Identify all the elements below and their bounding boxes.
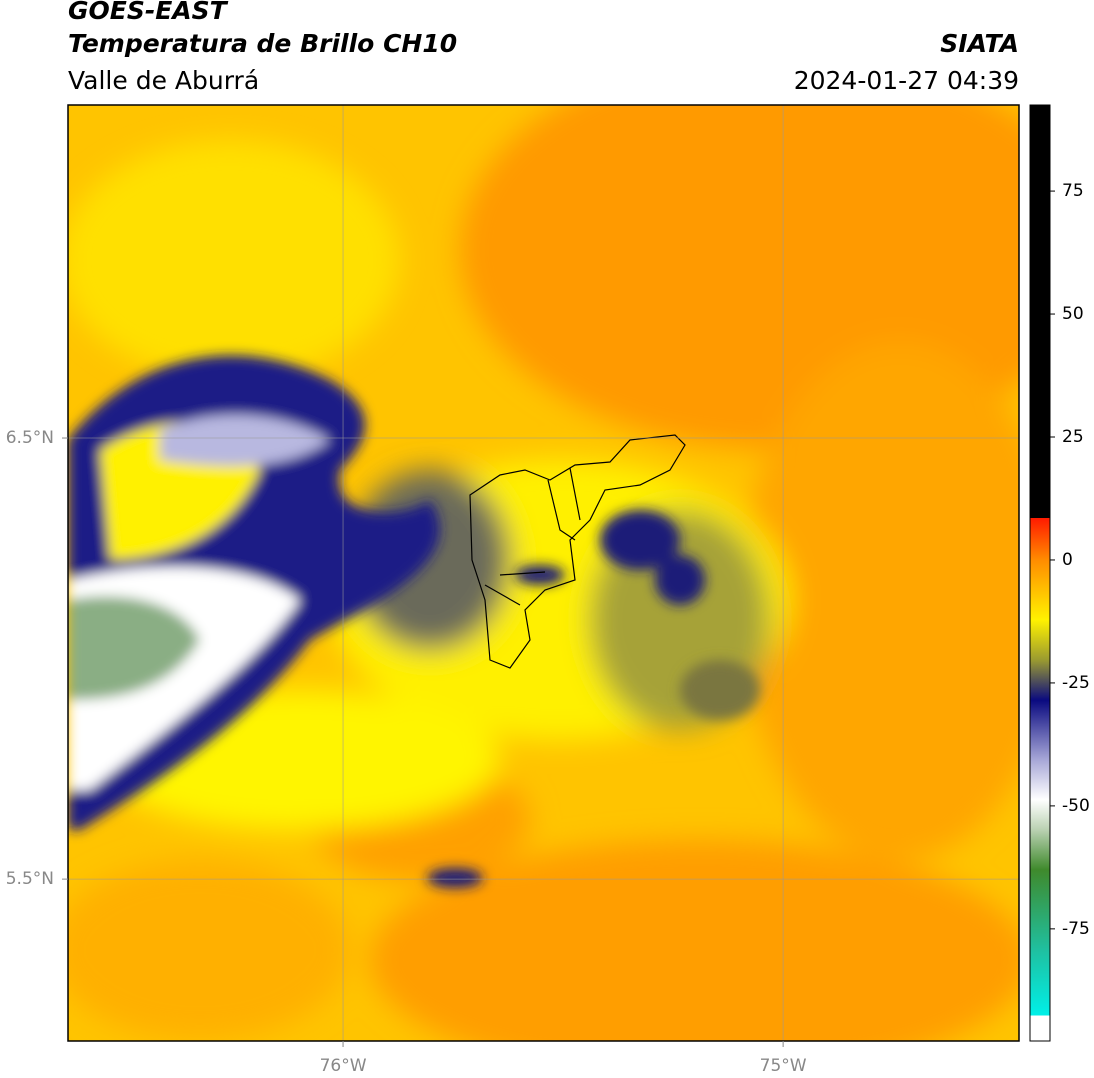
y-tick-label: 6.5°N: [6, 428, 54, 448]
colorbar-tick-label: -50: [1062, 796, 1090, 816]
satellite-image: [68, 105, 1019, 1041]
colorbar-tick-label: 0: [1062, 550, 1073, 570]
colorbar-tick-label: -25: [1062, 673, 1090, 693]
grid: [68, 105, 1019, 1041]
map-frame: [67, 104, 1020, 1042]
x-tick-label: 76°W: [320, 1056, 367, 1076]
source: SIATA: [940, 29, 1019, 58]
subtitle: Temperatura de Brillo CH10: [68, 29, 457, 58]
region: Valle de Aburrá: [68, 66, 259, 95]
colorbar: [1029, 104, 1051, 1042]
colorbar-tick-label: 50: [1062, 304, 1084, 324]
colorbar-tick-label: 75: [1062, 181, 1084, 201]
y-tick-label: 5.5°N: [6, 869, 54, 889]
datetime: 2024-01-27 04:39: [794, 66, 1019, 95]
municipal-boundaries: [469, 434, 686, 669]
colorbar-tick-label: -75: [1062, 919, 1090, 939]
colorbar-tick-label: 25: [1062, 427, 1084, 447]
x-tick-label: 75°W: [760, 1056, 807, 1076]
title: GOES-EAST: [68, 0, 229, 25]
